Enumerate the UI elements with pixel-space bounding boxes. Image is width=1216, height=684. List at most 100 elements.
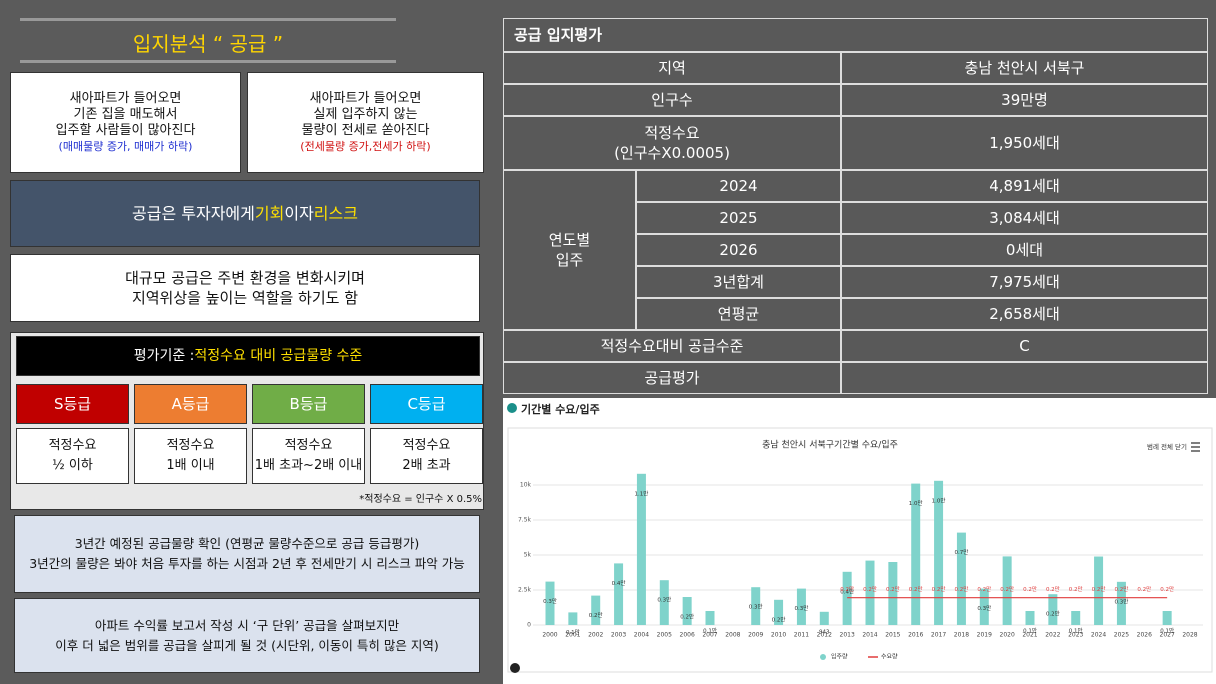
text: 새아파트가 들어오면 [309, 90, 422, 106]
text: 3년간의 물량은 봐야 처음 투자를 하는 시점과 2년 후 전세만기 시 리스… [29, 556, 465, 571]
x-tick-label: 2006 [680, 632, 695, 639]
highlight: 리스크 [313, 203, 358, 223]
data-label: 0.1만 [703, 627, 717, 635]
data-label: 0.2만 [977, 585, 991, 593]
data-label: 0.2만 [1092, 585, 1106, 593]
text: 1배 초과~2배 이내 [254, 458, 363, 473]
data-label: 0.3만 [1115, 597, 1129, 605]
grade-header: A등급 [134, 384, 247, 424]
highlight: 적정수요 대비 공급물량 수준 [194, 348, 363, 364]
bar [934, 480, 944, 625]
x-tick-label: 2009 [748, 632, 763, 639]
panel-icon [507, 403, 517, 413]
text: 3년간 예정된 공급물량 확인 (연평균 물량수준으로 공급 등급평가) [74, 536, 420, 551]
rule [20, 18, 396, 21]
cell: 2,658세대 [841, 298, 1208, 330]
x-tick-label: 2010 [771, 632, 786, 639]
table [503, 18, 1208, 394]
data-label: 0.3만 [977, 604, 991, 612]
slide-title: 입지분석 “ 공급 ” [132, 32, 284, 56]
data-label: 0.2만 [863, 585, 877, 593]
cell: 3,084세대 [841, 202, 1208, 234]
bar [888, 562, 898, 625]
cell: 2025 [636, 202, 841, 234]
x-tick-label: 2022 [1045, 632, 1060, 639]
note-box: 3년간 예정된 공급물량 확인 (연평균 물량수준으로 공급 등급평가) 3년간의… [14, 515, 480, 593]
text: 적정수요 [644, 124, 700, 142]
x-tick-label: 2025 [1114, 632, 1129, 639]
data-label: 0.1만 [566, 628, 580, 636]
y-tick-label: 7.5k [518, 517, 532, 524]
x-tick-label: 2016 [908, 632, 923, 639]
bar [1002, 556, 1012, 625]
x-tick-label: 2000 [542, 632, 557, 639]
data-label: 0.2만 [1000, 585, 1014, 593]
bar [1048, 594, 1058, 625]
data-label: 0.2만 [1069, 585, 1083, 593]
bar [614, 563, 624, 625]
grade-header: B등급 [252, 384, 365, 424]
menu-icon[interactable] [1191, 442, 1200, 452]
cell: 39만명 [841, 84, 1208, 116]
text: 적정수요 [402, 438, 451, 453]
chart-panel [503, 398, 1216, 684]
bar [705, 611, 715, 625]
data-label: 0.3만 [795, 604, 809, 612]
note-box: 아파트 수익률 보고서 작성 시 ‘구 단위’ 공급을 살펴보지만 이후 더 넓은… [14, 598, 480, 673]
grade-cell: 적정수요 1배 초과~2배 이내 [252, 428, 365, 484]
footnote: *적정수요 = 인구수 X 0.5% [359, 494, 482, 505]
text: ½ 이하 [52, 458, 93, 473]
bar [545, 581, 555, 625]
scale-box: 대규모 공급은 주변 환경을 변화시키며 지역위상을 높이는 역할을 하기도 함 [10, 254, 480, 322]
text: 연도별 [548, 231, 591, 249]
bar [1094, 556, 1104, 625]
x-tick-label: 2023 [1068, 632, 1083, 639]
cell: 2026 [636, 234, 841, 266]
bar [1162, 611, 1172, 625]
text: 평가기준 : [133, 348, 195, 364]
bar [774, 599, 784, 625]
buy-box: 새아파트가 들어오면 기존 집을 매도해서 입주할 사람들이 많아진다 (매매물량 증… [10, 72, 241, 173]
text: 적정수요 [166, 438, 215, 453]
data-label: 0.4만 [840, 587, 854, 595]
data-label: 1.0만 [932, 496, 946, 504]
chart: 충남 천안시 서북구기간별 수요/입주 범례 전체 닫기 0 2.5k 5k 7.5k… [507, 427, 1213, 673]
x-tick-label: 2018 [954, 632, 969, 639]
data-label: 0.1만 [1023, 627, 1037, 635]
bar [568, 612, 578, 625]
cell: 인구수 [503, 84, 841, 116]
x-tick-label: 2020 [1000, 632, 1015, 639]
data-label: 0.7만 [955, 548, 969, 556]
x-tick-label: 2004 [634, 632, 649, 639]
highlight: 기회 [254, 203, 285, 223]
bar [1116, 581, 1126, 625]
bar [979, 588, 989, 625]
text: 새아파트가 들어오면 [69, 90, 182, 106]
rule [20, 60, 396, 63]
data-label: 0.2만 [589, 611, 603, 619]
data-label: 0.4만 [612, 579, 626, 587]
cell: 0세대 [841, 234, 1208, 266]
bar [842, 571, 852, 625]
data-label: 0.2만 [932, 585, 946, 593]
text: 적정수요 [48, 438, 97, 453]
text: 물량이 전세로 쏟아진다 [301, 122, 430, 138]
data-label: 1.0만 [909, 499, 923, 507]
x-tick-label: 2021 [1022, 632, 1037, 639]
x-tick-label: 2017 [931, 632, 946, 639]
data-label: 0.2만 [1046, 585, 1060, 593]
grade-header: C등급 [370, 384, 483, 424]
legend-toggle[interactable]: 범례 전체 닫기 [1147, 442, 1187, 451]
grade-cell: 적정수요 2배 초과 [370, 428, 483, 484]
x-tick-label: 2001 [565, 632, 580, 639]
x-tick-label: 2012 [817, 632, 832, 639]
text: 2배 초과 [402, 458, 451, 473]
x-tick-label: 2002 [588, 632, 603, 639]
y-tick-label: 2.5k [518, 587, 532, 594]
legend-label: 수요량 [881, 654, 898, 661]
x-tick-label: 2027 [1160, 632, 1175, 639]
data-label: 0.2만 [772, 615, 786, 623]
bar [911, 483, 921, 625]
grade-header: S등급 [16, 384, 129, 424]
